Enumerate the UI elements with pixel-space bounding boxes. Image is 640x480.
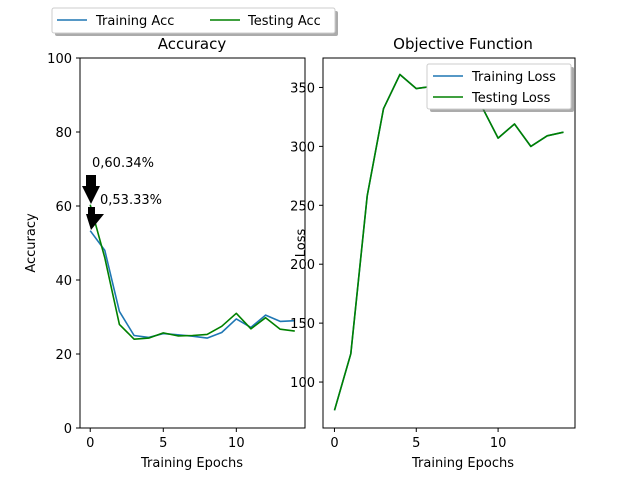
objective-xtick-label: 5 [412,436,420,451]
accuracy-ytick-label: 40 [55,274,72,289]
accuracy-ytick-label: 20 [55,348,72,363]
objective-title: Objective Function [393,35,533,53]
objective-ytick-label: 150 [290,317,315,332]
objective-ytick-label: 200 [290,258,315,273]
annotation-label-testing: 0,60.34% [92,156,154,171]
objective-xtick-label: 10 [490,436,507,451]
annotation-training-start: 0,53.33% [86,193,162,230]
objective-ylabel: Loss [294,229,309,258]
objective-xlabel: Training Epochs [411,456,514,471]
series-line-testing-loss [333,73,564,411]
accuracy-xtick-label: 0 [86,436,94,451]
legend-label-training-loss: Training Loss [471,70,556,85]
objective-subplot: Objective Function 0 5 10 100 150 200 250 300 35… [290,35,576,471]
accuracy-ylabel: Accuracy [24,213,39,273]
top-legend: Training Acc Testing Acc [51,7,338,36]
accuracy-title: Accuracy [158,35,227,53]
accuracy-ytick-label: 60 [55,200,72,215]
annotation-arrow-testing [82,175,100,204]
accuracy-xtick-label: 5 [159,436,167,451]
accuracy-ytick-label: 80 [55,126,72,141]
objective-ytick-label: 100 [290,376,315,391]
legend-label-testing-acc: Testing Acc [247,14,321,29]
accuracy-xlabel: Training Epochs [140,456,243,471]
series-line-testing-acc [89,204,295,341]
series-line-training-acc [89,230,295,339]
objective-axes-frame [322,57,576,429]
accuracy-ytick-label: 100 [47,52,72,67]
legend-label-training-acc: Training Acc [95,14,174,29]
objective-xtick-label: 0 [330,436,338,451]
accuracy-xtick-label: 10 [228,436,245,451]
legend-label-testing-loss: Testing Loss [471,91,551,106]
annotation-testing-start: 0,60.34% [82,156,154,204]
annotation-arrow-training [86,207,104,230]
series-line-training-loss [333,73,564,411]
annotation-label-training: 0,53.33% [100,193,162,208]
objective-ytick-label: 350 [290,81,315,96]
objective-ytick-label: 300 [290,140,315,155]
accuracy-axes-frame [79,57,306,429]
accuracy-ytick-label: 0 [64,422,72,437]
objective-ytick-label: 250 [290,199,315,214]
objective-legend: Training Loss Testing Loss [426,63,574,112]
